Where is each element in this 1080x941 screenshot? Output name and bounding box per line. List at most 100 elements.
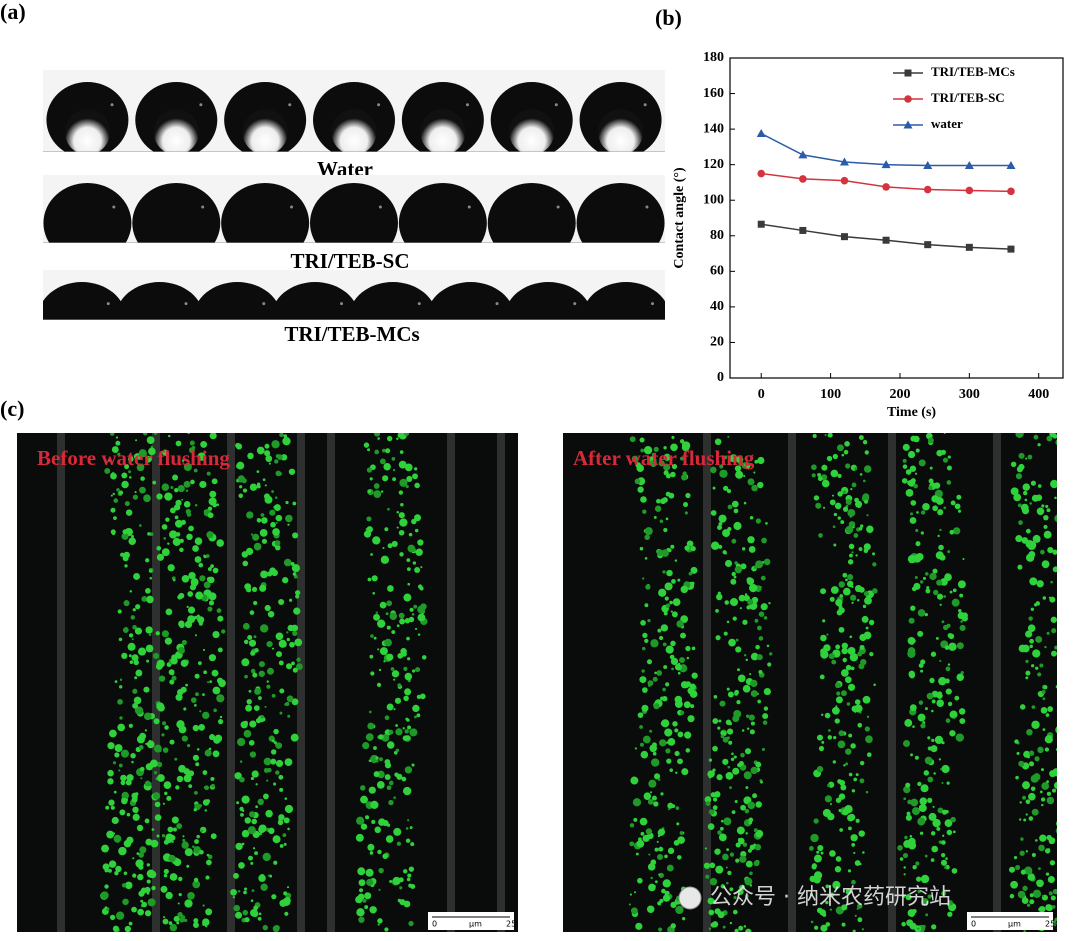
fluorescent-spot	[691, 672, 698, 679]
fluorescent-spot	[841, 647, 848, 655]
fluorescent-spot	[910, 753, 913, 757]
fluorescent-spot	[639, 546, 644, 551]
fluorescent-spot	[188, 784, 193, 789]
marker	[881, 160, 891, 169]
droplet-glint	[465, 103, 469, 107]
fluorescent-spot	[119, 716, 123, 720]
fluorescent-spot	[378, 818, 386, 826]
fluorescent-spot	[856, 599, 860, 602]
fluorescent-spot	[367, 722, 375, 730]
fluorescent-spot	[1045, 872, 1050, 876]
droplet-label: TRI/TEB-SC	[290, 249, 409, 273]
fluorescent-spot	[836, 609, 843, 616]
fluorescent-spot	[246, 587, 252, 593]
droplet-glint	[110, 103, 114, 107]
fluorescent-spot	[1029, 899, 1035, 905]
fluorescent-spot	[1060, 647, 1062, 649]
fluorescent-spot	[1060, 480, 1067, 487]
fluorescent-spot	[926, 586, 930, 590]
fluorescent-spot	[146, 869, 156, 878]
fluorescent-spot	[412, 704, 420, 713]
fluorescent-spot	[640, 496, 647, 503]
fluorescent-spot	[952, 600, 959, 606]
fluorescent-spot	[260, 513, 265, 517]
fluorescent-spot	[251, 818, 258, 825]
fluorescent-spot	[1063, 515, 1066, 518]
fluorescent-spot	[847, 683, 856, 691]
fluorescent-spot	[929, 572, 937, 581]
fluorescent-spot	[181, 575, 190, 583]
fluorescent-spot	[249, 610, 255, 615]
fluorescent-spot	[377, 923, 380, 926]
fluorescent-spot	[942, 457, 949, 463]
fluorescent-spot	[282, 833, 287, 838]
fluorescent-spot	[207, 512, 214, 519]
fluorescent-spot	[198, 562, 204, 568]
fluorescent-spot	[372, 591, 376, 595]
fluorescent-spot	[196, 614, 200, 618]
fluorescent-spot	[1046, 780, 1049, 784]
fluorescent-spot	[669, 600, 673, 605]
fluorescent-spot	[130, 752, 136, 759]
fluorescent-spot	[930, 894, 933, 898]
droplet	[487, 183, 576, 243]
fluorescent-spot	[213, 708, 217, 713]
fluorescent-spot	[732, 909, 738, 915]
fluorescent-spot	[1059, 919, 1062, 922]
fluorescent-spot	[259, 584, 267, 592]
droplet	[426, 282, 515, 320]
fluorescent-spot	[200, 440, 208, 448]
fluorescent-spot	[818, 745, 825, 752]
fluorescent-spot	[731, 500, 739, 508]
fluorescent-spot	[1046, 435, 1053, 442]
fluorescent-spot	[945, 666, 951, 672]
fluorescent-spot	[941, 809, 948, 815]
x-tick-label: 400	[1028, 387, 1049, 402]
fiber	[297, 433, 305, 932]
fluorescent-spot	[1062, 513, 1065, 516]
fluorescent-spot	[849, 635, 853, 639]
fluorescent-spot	[417, 605, 426, 614]
fluorescent-spot	[207, 567, 212, 572]
fluorescent-spot	[1022, 885, 1028, 891]
fluorescent-spot	[1052, 566, 1057, 573]
fluorescent-spot	[853, 777, 858, 782]
panel-label: (c)	[0, 396, 24, 421]
fluorescent-spot	[670, 443, 678, 452]
fluorescent-spot	[1041, 803, 1044, 807]
fluorescent-spot	[720, 884, 725, 889]
fluorescent-spot	[263, 767, 269, 773]
fluorescent-spot	[809, 892, 814, 897]
fluorescent-spot	[1028, 792, 1036, 801]
fluorescent-spot	[375, 756, 379, 760]
fluorescent-spot	[133, 573, 141, 580]
fluorescent-spot	[291, 698, 299, 706]
fluorescent-spot	[1059, 457, 1066, 464]
fluorescent-spot	[1063, 538, 1070, 545]
fluorescent-spot	[920, 510, 926, 515]
fluorescent-spot	[135, 811, 138, 814]
fluorescent-spot	[396, 624, 400, 628]
fluorescent-spot	[825, 884, 830, 889]
fluorescent-spot	[703, 862, 711, 869]
fluorescent-spot	[187, 606, 196, 614]
fluorescent-spot	[644, 638, 649, 644]
fluorescent-spot	[181, 735, 188, 742]
fluorescent-spot	[366, 878, 374, 886]
fluorescent-spot	[1057, 560, 1061, 564]
fluorescent-spot	[820, 634, 827, 642]
fluorescent-spot	[667, 808, 670, 811]
fluorescent-spot	[263, 757, 272, 766]
fluorescent-spot	[635, 462, 641, 468]
fluorescent-spot	[857, 722, 863, 728]
fluorescent-spot	[1031, 720, 1040, 729]
fluorescent-spot	[153, 433, 158, 435]
fluorescent-spot	[373, 490, 382, 498]
fluorescent-spot	[661, 549, 669, 557]
fluorescent-spot	[366, 467, 373, 473]
droplet-glint	[556, 205, 560, 209]
fluorescent-spot	[831, 659, 837, 665]
fluorescent-spot	[915, 552, 924, 561]
fluorescent-spot	[908, 617, 915, 624]
